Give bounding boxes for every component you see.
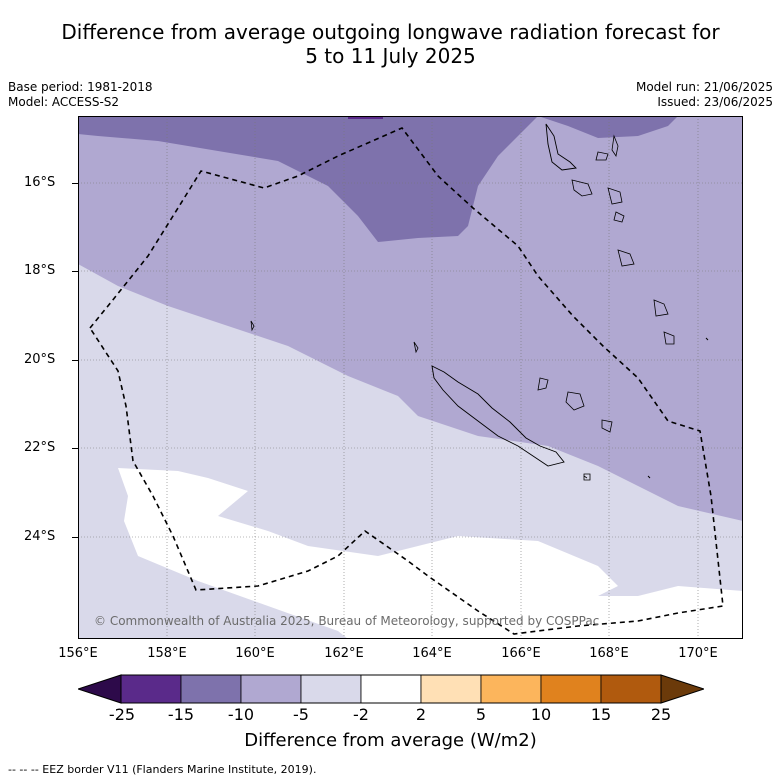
cb-tick-label: -25 (108, 705, 136, 724)
cb-tick-label: -15 (167, 705, 195, 724)
colorbar-extend-min (78, 674, 122, 704)
malekula-island (571, 179, 593, 197)
lifou-island (565, 391, 585, 411)
lon-label-168e: 168°E (589, 646, 629, 661)
hunter-islet (705, 337, 709, 341)
ambrym-island (607, 187, 623, 205)
lon-label-170e: 170°E (678, 646, 718, 661)
lat-label-16s: 16°S (24, 175, 56, 190)
colorbar-segment (300, 674, 362, 704)
model-run: Model run: 21/06/2025 (635, 80, 773, 94)
new-caledonia-island (431, 365, 565, 467)
lat-label-18s: 18°S (24, 263, 56, 278)
chesterfield-islet (250, 320, 255, 332)
colorbar-segments (78, 674, 704, 704)
cb-tick-label: 5 (475, 705, 487, 724)
tanna-island (663, 331, 675, 345)
lon-label-158e: 158°E (147, 646, 187, 661)
lon-label-162e: 162°E (324, 646, 364, 661)
cb-tick-label: 25 (650, 705, 672, 724)
title-line-2: 5 to 11 July 2025 (305, 44, 476, 68)
colorbar-outline (120, 674, 662, 704)
meta-left: Base period: 1981-2018 Model: ACCESS-S2 (8, 80, 153, 110)
colorbar-segment (360, 674, 422, 704)
colorbar-segment (240, 674, 302, 704)
maewo-island (611, 134, 619, 158)
epi-island (613, 211, 625, 223)
lat-tick (72, 183, 78, 184)
lon-label-156e: 156°E (58, 646, 98, 661)
base-period: Base period: 1981-2018 (8, 80, 153, 94)
lat-tick (72, 448, 78, 449)
lat-tick (72, 271, 78, 272)
cb-tick-label: 2 (415, 705, 427, 724)
mare-island (601, 419, 613, 433)
ouvea-island (537, 377, 549, 391)
colorbar-segment (120, 674, 182, 704)
belep-islands (413, 341, 419, 354)
espiritu-santo-island (545, 123, 577, 171)
lon-label-164e: 164°E (412, 646, 452, 661)
lat-tick (72, 537, 78, 538)
isle-of-pines (583, 473, 591, 481)
issued-date: Issued: 23/06/2025 (657, 95, 773, 109)
colorbar-segment (180, 674, 242, 704)
lat-label-22s: 22°S (24, 440, 56, 455)
colorbar-segment (600, 674, 662, 704)
colorbar-segment (480, 674, 542, 704)
cb-tick-label: 10 (530, 705, 552, 724)
graticule (78, 116, 743, 639)
lon-label-166e: 166°E (501, 646, 541, 661)
eez-footnote: -- -- -- EEZ border V11 (Flanders Marine… (8, 763, 317, 776)
walpole-islet (583, 475, 588, 479)
lat-label-24s: 24°S (24, 529, 56, 544)
ambae-island (595, 151, 609, 161)
eez-border (89, 127, 724, 635)
matthew-islet (647, 475, 651, 479)
cb-tick-label: -5 (293, 705, 309, 724)
map-panel: © Commonwealth of Australia 2025, Bureau… (78, 116, 743, 639)
cb-tick-label: 15 (590, 705, 612, 724)
erromango-island (653, 299, 669, 317)
band-minus5 (78, 116, 743, 521)
meta-right: Model run: 21/06/2025 Issued: 23/06/2025 (636, 80, 773, 110)
model-name: Model: ACCESS-S2 (8, 95, 120, 109)
band-minus15-sliver (348, 116, 383, 119)
band-minus10-top (78, 116, 538, 242)
lat-label-20s: 20°S (24, 352, 56, 367)
colorbar-extend-max (660, 674, 704, 704)
map-canvas (78, 116, 743, 639)
cb-tick-label: -2 (353, 705, 369, 724)
colorbar-segment (420, 674, 482, 704)
band-near-zero (118, 468, 743, 639)
title-line-1: Difference from average outgoing longwav… (61, 20, 720, 44)
chart-title: Difference from average outgoing longwav… (0, 20, 781, 68)
colorbar (78, 674, 704, 704)
colorbar-title: Difference from average (W/m2) (244, 730, 537, 751)
lat-tick (72, 360, 78, 361)
copyright-notice: © Commonwealth of Australia 2025, Bureau… (94, 614, 600, 628)
band-minus10-right (78, 116, 678, 138)
cb-tick-label: -10 (227, 705, 255, 724)
lon-label-160e: 160°E (235, 646, 275, 661)
colorbar-segment (540, 674, 602, 704)
efate-island (617, 249, 635, 267)
